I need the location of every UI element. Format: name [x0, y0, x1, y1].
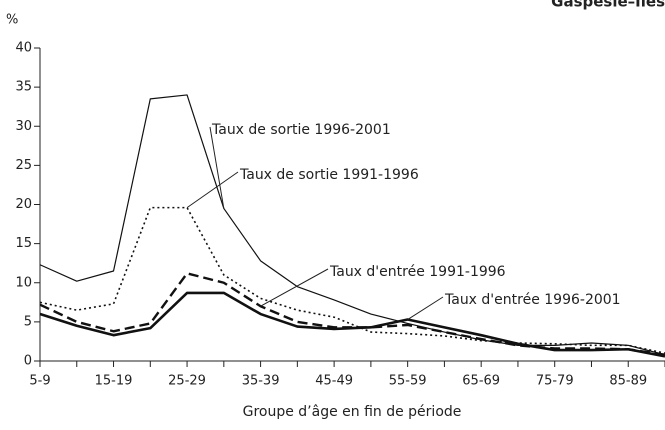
series-annotation: Taux d'entrée 1991-1996 — [329, 264, 506, 280]
series-line — [39, 272, 665, 356]
series-annotation: Taux de sortie 1996-2001 — [211, 122, 391, 138]
y-tick-label: 10 — [15, 275, 32, 290]
series-line — [39, 94, 665, 356]
y-tick-label: 30 — [15, 119, 32, 134]
y-tick-label: 15 — [15, 236, 32, 251]
annotation-leader — [186, 171, 239, 209]
x-tick-label: 5-9 — [29, 374, 50, 389]
x-tick-label: 45-49 — [315, 374, 353, 389]
x-tick-label: 65-69 — [462, 374, 500, 389]
annotation-leader — [407, 296, 444, 320]
y-tick-label: 40 — [15, 41, 32, 56]
annotation-leader — [260, 268, 329, 307]
y-tick-label: 25 — [15, 158, 32, 173]
x-tick-label: 85-89 — [609, 374, 647, 389]
x-tick-label: 25-29 — [168, 374, 206, 389]
x-tick-label: 75-79 — [536, 374, 574, 389]
y-axis-label: % — [6, 13, 18, 28]
series-line — [39, 291, 665, 358]
series-annotation: Taux d'entrée 1996-2001 — [444, 292, 621, 308]
x-tick-label: 55-59 — [389, 374, 427, 389]
x-axis-label: Groupe d’âge en fin de période — [243, 404, 462, 420]
series-line — [39, 206, 665, 354]
y-tick-label: 5 — [24, 314, 32, 329]
annotation-leader — [209, 126, 225, 209]
x-tick-label: 15-19 — [95, 374, 133, 389]
y-tick-label: 35 — [15, 80, 32, 95]
x-tick-label: 35-39 — [242, 374, 280, 389]
chart-title: Gaspésie–Îles — [551, 0, 665, 11]
y-tick-label: 0 — [24, 354, 32, 369]
series-annotation: Taux de sortie 1991-1996 — [239, 167, 419, 183]
y-tick-label: 20 — [15, 197, 32, 212]
